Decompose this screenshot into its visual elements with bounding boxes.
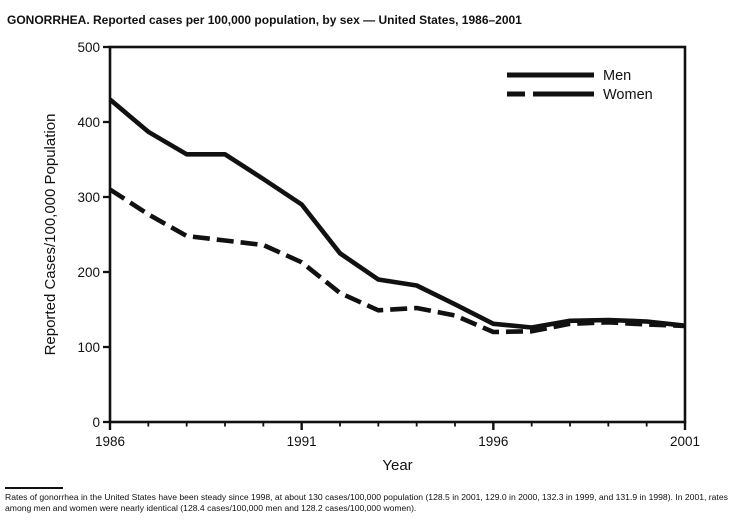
men-line — [108, 97, 686, 330]
y-axis-title: Reported Cases/100,000 Population — [42, 114, 59, 356]
women-line — [108, 187, 686, 335]
y-tick-label: 200 — [77, 265, 100, 280]
x-tick-label: 1996 — [478, 434, 508, 449]
x-tick-label: 1991 — [287, 434, 317, 449]
legend: Men Women — [507, 68, 653, 103]
footnote-text: Rates of gonorrhea in the United States … — [5, 492, 728, 514]
plot-border — [108, 45, 687, 424]
y-tick-label: 400 — [77, 115, 100, 130]
legend-men-label: Men — [603, 68, 631, 84]
x-tick-label: 2001 — [670, 434, 700, 449]
y-tick-label: 100 — [77, 340, 100, 355]
y-tick-label: 500 — [77, 40, 100, 55]
line-chart: 0 100 200 300 400 500 1986 1991 1996 2001 Year Repo… — [42, 40, 700, 474]
x-axis-title: Year — [382, 457, 412, 474]
chart-title: GONORRHEA. Reported cases per 100,000 po… — [7, 13, 522, 27]
y-tick-label: 300 — [77, 190, 100, 205]
legend-women-label: Women — [603, 87, 653, 103]
footnote-divider — [5, 487, 63, 489]
y-tick-label: 0 — [92, 415, 100, 430]
x-tick-label: 1986 — [95, 434, 125, 449]
